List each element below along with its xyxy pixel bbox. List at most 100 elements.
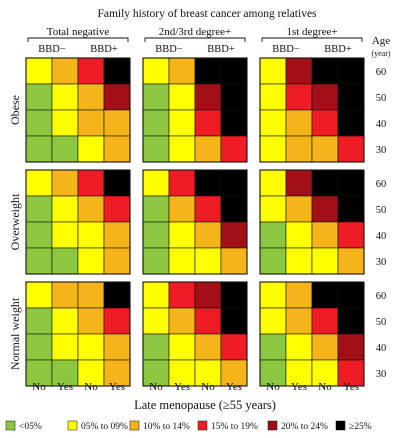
heatmap-cell xyxy=(168,169,196,197)
heatmap-cell xyxy=(220,57,248,85)
menopause-tick-label: Yes xyxy=(57,381,73,393)
heatmap-cell xyxy=(25,307,53,335)
age-tick-label: 60 xyxy=(376,291,387,302)
heatmap-cell xyxy=(51,247,79,275)
menopause-tick-label: No xyxy=(32,381,46,393)
heatmap-cell xyxy=(103,135,131,163)
bbd-label: BBD− xyxy=(155,44,183,55)
heatmap-cell xyxy=(51,169,79,197)
heatmap-panel xyxy=(142,169,248,275)
legend-swatch xyxy=(5,420,16,431)
heatmap-cell xyxy=(220,359,248,387)
heatmap-cell xyxy=(220,221,248,249)
heatmap-cell xyxy=(142,169,170,197)
heatmap-cell xyxy=(25,221,53,249)
heatmap-cell xyxy=(194,195,222,223)
heatmap-cell xyxy=(259,333,287,361)
heatmap-cell xyxy=(285,333,313,361)
age-tick-label: 30 xyxy=(376,257,387,268)
heatmap-cell xyxy=(168,57,196,85)
heatmap-cell xyxy=(77,169,105,197)
heatmap-cell xyxy=(337,57,365,85)
heatmap-cell xyxy=(77,247,105,275)
age-tick-label: 30 xyxy=(376,145,387,156)
heatmap-cell xyxy=(220,135,248,163)
legend: <05% 05% to 09% 10% to 14% 15% to 19% 20% to… xyxy=(5,420,372,432)
heatmap-cell xyxy=(337,281,365,309)
column-group-bracket-1 xyxy=(144,37,246,42)
heatmap-cell xyxy=(103,195,131,223)
panel-border xyxy=(259,57,365,163)
heatmap-cell xyxy=(259,281,287,309)
heatmap-panel xyxy=(25,57,131,163)
heatmap-cell xyxy=(103,333,131,361)
age-tick-label: 60 xyxy=(376,67,387,78)
legend-swatch xyxy=(67,420,78,431)
heatmap-cell xyxy=(77,221,105,249)
heatmap-cell xyxy=(285,195,313,223)
heatmap-cell xyxy=(51,281,79,309)
heatmap-cell xyxy=(337,195,365,223)
heatmap-cell xyxy=(168,221,196,249)
age-axis-unit: (year) xyxy=(371,49,390,58)
heatmap-cell xyxy=(311,333,339,361)
heatmap-cell xyxy=(142,195,170,223)
heatmap-cell xyxy=(51,135,79,163)
heatmap-panel xyxy=(259,57,365,163)
heatmap-cell xyxy=(285,307,313,335)
heatmap-panel xyxy=(25,281,131,387)
legend-label: <05% xyxy=(19,422,42,432)
heatmap-cell xyxy=(25,109,53,137)
heatmap-cell xyxy=(337,109,365,137)
heatmap-cell xyxy=(311,135,339,163)
heatmap-cell xyxy=(168,83,196,111)
column-group-label-1: 2nd/3rd degree+ xyxy=(159,26,231,38)
heatmap-cell xyxy=(51,221,79,249)
heatmap-cell xyxy=(259,247,287,275)
heatmap-panels xyxy=(25,57,365,387)
column-group-label-2: 1st degree+ xyxy=(286,26,337,38)
age-tick-label: 50 xyxy=(376,205,387,216)
heatmap-cell xyxy=(194,83,222,111)
heatmap-cell xyxy=(311,281,339,309)
heatmap-cell xyxy=(194,247,222,275)
heatmap-cell xyxy=(285,83,313,111)
heatmap-cell xyxy=(51,83,79,111)
heatmap-cell xyxy=(285,247,313,275)
heatmap-cell xyxy=(25,57,53,85)
heatmap-cell xyxy=(220,247,248,275)
heatmap-cell xyxy=(285,109,313,137)
panel-border xyxy=(142,57,248,163)
heatmap-cell xyxy=(142,307,170,335)
heatmap-cell xyxy=(337,169,365,197)
heatmap-cell xyxy=(220,83,248,111)
heatmap-cell xyxy=(285,135,313,163)
panel-border xyxy=(259,169,365,275)
heatmap-cell xyxy=(77,307,105,335)
bbd-label: BBD+ xyxy=(324,44,352,55)
heatmap-cell xyxy=(259,83,287,111)
heatmap-cell xyxy=(142,57,170,85)
heatmap-cell xyxy=(103,169,131,197)
heatmap-cell xyxy=(168,109,196,137)
heatmap-cell xyxy=(168,359,196,387)
heatmap-cell xyxy=(259,359,287,387)
heatmap-panel xyxy=(259,169,365,275)
heatmap-cell xyxy=(285,57,313,85)
bbd-label: BBD+ xyxy=(207,44,235,55)
row-group-label-0: Obese xyxy=(8,95,22,125)
heatmap-cell xyxy=(194,169,222,197)
heatmap-cell xyxy=(194,307,222,335)
column-group-bracket-0 xyxy=(27,37,129,42)
column-group-headers: Total negative BBD− BBD+ 2nd/3rd degree+ BBD… xyxy=(38,26,352,55)
age-axis-title: Age xyxy=(372,35,390,47)
heatmap-cell xyxy=(285,281,313,309)
row-group-labels: Obese Overweight Normal weight xyxy=(8,95,22,370)
heatmap-cell xyxy=(77,281,105,309)
heatmap-cell xyxy=(194,281,222,309)
age-tick-label: 50 xyxy=(376,93,387,104)
heatmap-panel xyxy=(25,169,131,275)
bbd-label: BBD− xyxy=(272,44,300,55)
heatmap-cell xyxy=(168,333,196,361)
